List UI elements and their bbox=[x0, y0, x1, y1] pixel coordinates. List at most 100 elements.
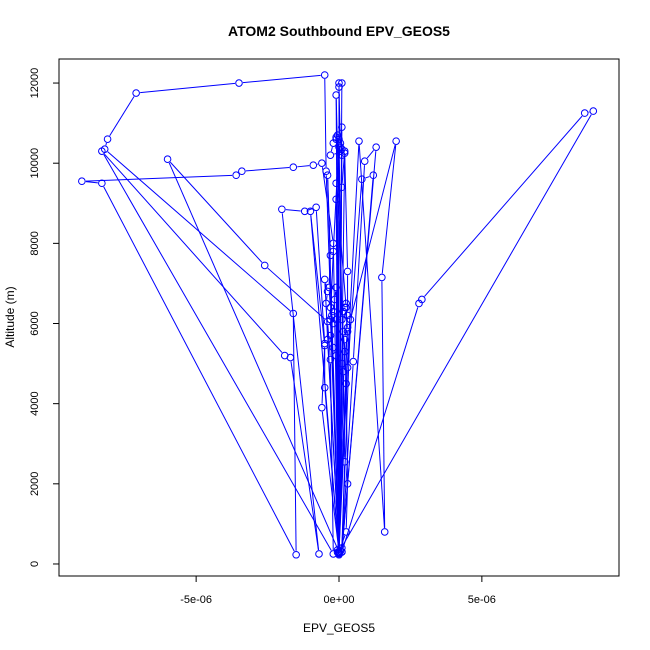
data-point bbox=[328, 311, 336, 320]
series-segment bbox=[341, 155, 345, 184]
series-segment bbox=[341, 179, 374, 549]
series-segment bbox=[340, 114, 592, 549]
series-segment bbox=[330, 146, 333, 152]
data-point bbox=[332, 283, 340, 292]
data-point bbox=[320, 71, 329, 79]
x-axis-label: EPV_GEOS5 bbox=[303, 621, 375, 635]
series-segment bbox=[315, 211, 325, 340]
series-segment bbox=[381, 145, 397, 274]
data-point bbox=[309, 161, 318, 170]
data-point bbox=[330, 295, 339, 304]
data-point bbox=[332, 133, 340, 141]
y-tick-label: 4000 bbox=[29, 391, 41, 415]
data-point bbox=[292, 550, 300, 559]
data-point bbox=[342, 379, 350, 388]
data-point bbox=[343, 327, 352, 336]
series-segment bbox=[245, 167, 290, 172]
series-segment bbox=[308, 208, 313, 211]
data-point bbox=[332, 195, 340, 204]
data-point bbox=[340, 303, 349, 312]
series-segment bbox=[337, 139, 340, 548]
series-segment bbox=[330, 327, 333, 332]
y-axis: 0 2000 4000 6000 8000 10000 12000 bbox=[29, 68, 59, 567]
series-segment bbox=[338, 153, 343, 548]
series-segment bbox=[281, 213, 320, 551]
data-point bbox=[132, 89, 140, 97]
data-point bbox=[338, 315, 346, 324]
series-segment bbox=[338, 331, 348, 548]
series-segment bbox=[344, 157, 348, 268]
data-point bbox=[323, 171, 332, 180]
data-point bbox=[103, 135, 112, 143]
data-point bbox=[329, 307, 338, 316]
data-point bbox=[343, 480, 352, 488]
series-segment bbox=[321, 167, 334, 240]
series-segment bbox=[105, 142, 107, 146]
series-segment bbox=[381, 281, 386, 528]
data-point bbox=[333, 131, 342, 139]
data-point bbox=[332, 351, 340, 360]
data-point bbox=[358, 175, 366, 184]
data-point bbox=[332, 179, 340, 188]
data-point bbox=[329, 239, 338, 248]
series-segment bbox=[366, 149, 375, 159]
data-point bbox=[323, 335, 332, 344]
data-point bbox=[323, 287, 332, 296]
series-segment bbox=[104, 153, 283, 353]
series-segment bbox=[297, 165, 310, 168]
data-point bbox=[338, 183, 346, 192]
data-point bbox=[343, 267, 352, 276]
x-tick-label: 0e+00 bbox=[324, 594, 355, 606]
series-segment bbox=[327, 325, 331, 356]
data-point bbox=[342, 528, 350, 536]
data-point bbox=[340, 457, 349, 466]
series-segment bbox=[330, 339, 333, 344]
data-point bbox=[315, 550, 323, 558]
series-segment bbox=[290, 361, 319, 551]
data-point bbox=[318, 403, 326, 412]
series-segment bbox=[342, 307, 419, 549]
data-point bbox=[232, 171, 240, 180]
series-segment bbox=[365, 176, 370, 179]
data-point bbox=[338, 123, 346, 131]
data-point bbox=[78, 177, 86, 186]
data-point bbox=[320, 275, 329, 284]
data-point bbox=[98, 179, 106, 188]
data-point bbox=[286, 353, 295, 362]
series-segment bbox=[267, 267, 325, 320]
series-segment bbox=[168, 162, 338, 549]
data-point bbox=[360, 157, 369, 165]
data-point bbox=[326, 355, 335, 364]
data-point bbox=[312, 203, 320, 212]
series-segment bbox=[353, 165, 365, 358]
data-point bbox=[335, 548, 343, 556]
y-tick-label: 8000 bbox=[29, 231, 41, 255]
series-segment bbox=[169, 161, 263, 263]
data-point bbox=[322, 299, 330, 308]
series-segment bbox=[103, 154, 332, 551]
y-axis-label: Altitude (m) bbox=[3, 286, 17, 347]
series-segment bbox=[339, 535, 346, 549]
series-lines bbox=[85, 74, 592, 552]
data-point bbox=[343, 363, 352, 372]
series-segment bbox=[358, 145, 385, 528]
series-segment bbox=[345, 487, 348, 528]
data-point bbox=[326, 251, 335, 260]
data-point bbox=[329, 139, 338, 147]
series-segment bbox=[85, 181, 98, 184]
data-point bbox=[355, 137, 363, 145]
series-segment bbox=[324, 79, 327, 168]
data-point bbox=[320, 341, 329, 350]
series-segment bbox=[85, 174, 233, 182]
series-segment bbox=[325, 307, 328, 336]
y-tick-label: 6000 bbox=[29, 311, 41, 335]
data-point bbox=[339, 367, 348, 376]
series-segment bbox=[103, 186, 295, 552]
data-point bbox=[338, 548, 346, 556]
data-point bbox=[392, 137, 400, 145]
data-point bbox=[340, 347, 349, 356]
data-point bbox=[343, 323, 352, 332]
series-segment bbox=[310, 215, 325, 342]
y-tick-label: 2000 bbox=[29, 472, 41, 496]
data-point bbox=[380, 528, 389, 536]
